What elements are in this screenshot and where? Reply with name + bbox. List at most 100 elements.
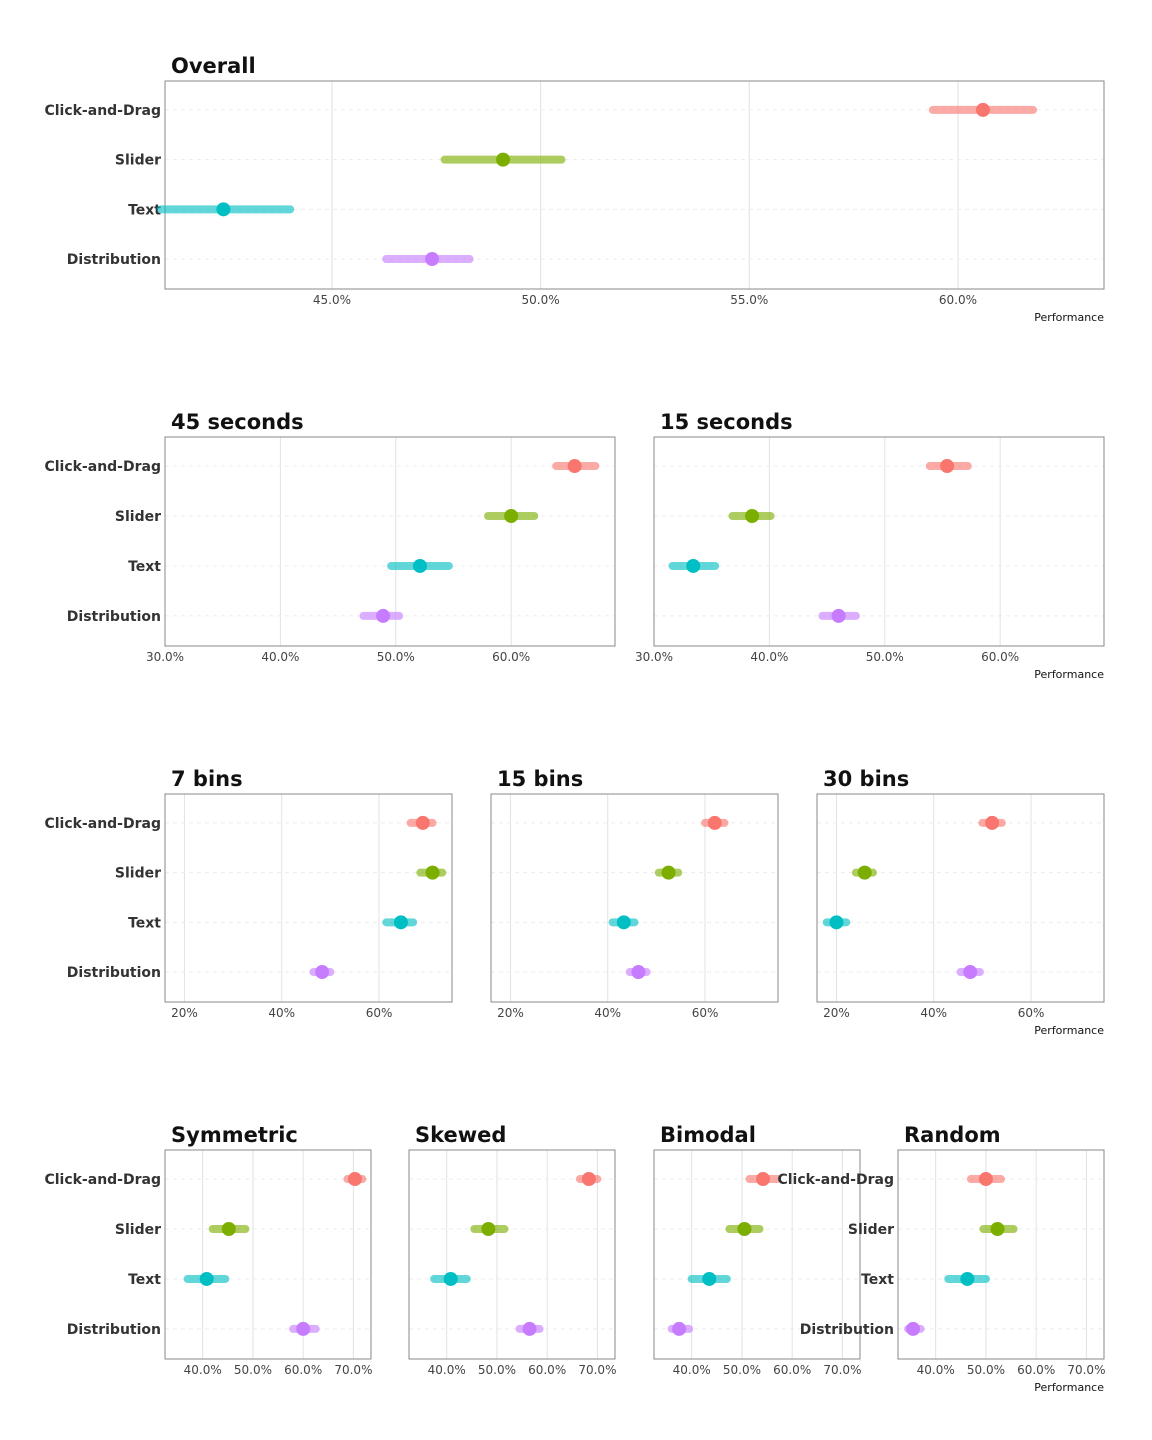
point-click-and-drag bbox=[707, 815, 722, 830]
x-tick-label: 60% bbox=[692, 1006, 719, 1020]
point-distribution bbox=[522, 1321, 537, 1336]
panel-45-seconds: 30.0% 40.0% 50.0% 60.0% Click-and-Drag Slider… bbox=[44, 410, 616, 664]
x-tick-label: 50.0% bbox=[234, 1363, 272, 1377]
category-label-slider: Slider bbox=[115, 153, 161, 169]
x-tick-label: 50.0% bbox=[866, 650, 904, 664]
point-text bbox=[616, 915, 631, 930]
panel-frame bbox=[164, 793, 453, 1003]
panel-title: 45 seconds bbox=[171, 410, 304, 434]
point-click-and-drag bbox=[940, 459, 955, 474]
x-tick-label: 40% bbox=[920, 1006, 947, 1020]
panel-15-bins: 20% 40% 60% 15 bins bbox=[490, 767, 779, 1020]
point-distribution bbox=[906, 1321, 921, 1336]
x-tick-label: 40.0% bbox=[428, 1363, 466, 1377]
category-label-distribution: Distribution bbox=[67, 965, 161, 981]
x-tick-label: 60% bbox=[1018, 1006, 1045, 1020]
x-tick-label: 50.0% bbox=[723, 1363, 761, 1377]
panel-frame bbox=[897, 1149, 1105, 1360]
point-slider bbox=[990, 1222, 1005, 1237]
panel-30-bins: 20% 40% 60% 30 bins Performance bbox=[816, 767, 1105, 1037]
x-tick-label: 30.0% bbox=[146, 650, 184, 664]
x-tick-label: 60% bbox=[366, 1006, 393, 1020]
panel-skewed: 40.0% 50.0% 60.0% 70.0% Skewed bbox=[408, 1123, 616, 1377]
category-label-click-and-drag: Click-and-Drag bbox=[44, 103, 161, 119]
point-click-and-drag bbox=[978, 1172, 993, 1187]
x-tick-label: 40.0% bbox=[184, 1363, 222, 1377]
panel-title: Bimodal bbox=[660, 1123, 756, 1147]
category-label-distribution: Distribution bbox=[67, 1322, 161, 1338]
panel-7-bins: 20% 40% 60% Click-and-Drag Slider Text Distrib… bbox=[44, 767, 453, 1020]
point-slider bbox=[857, 865, 872, 880]
category-label-text: Text bbox=[128, 915, 161, 931]
category-label-click-and-drag: Click-and-Drag bbox=[44, 1172, 161, 1188]
x-tick-label: 50.0% bbox=[522, 293, 560, 307]
point-text bbox=[686, 558, 701, 573]
point-distribution bbox=[831, 608, 846, 623]
x-axis-label: Performance bbox=[1034, 668, 1104, 681]
category-label-slider: Slider bbox=[115, 866, 161, 882]
panel-overall: 45.0% 50.0% 55.0% 60.0% Click-and-Drag Slider… bbox=[44, 54, 1105, 324]
x-tick-label: 70.0% bbox=[1067, 1363, 1105, 1377]
x-tick-label: 30.0% bbox=[635, 650, 673, 664]
point-distribution bbox=[296, 1321, 311, 1336]
point-distribution bbox=[376, 608, 391, 623]
point-distribution bbox=[425, 252, 440, 267]
x-axis-label: Performance bbox=[1034, 1381, 1104, 1394]
point-text bbox=[199, 1271, 214, 1286]
panel-title: Symmetric bbox=[171, 1123, 298, 1147]
panel-symmetric: 40.0% 50.0% 60.0% 70.0% Click-and-Drag Slider… bbox=[44, 1123, 372, 1377]
point-click-and-drag bbox=[415, 815, 430, 830]
panel-15-seconds: 30.0% 40.0% 50.0% 60.0% 15 seconds Performanc… bbox=[635, 410, 1105, 681]
panel-title: 7 bins bbox=[171, 767, 243, 791]
point-text bbox=[443, 1271, 458, 1286]
point-slider bbox=[661, 865, 676, 880]
category-label-text: Text bbox=[861, 1272, 894, 1288]
point-click-and-drag bbox=[975, 102, 990, 117]
x-tick-label: 60.0% bbox=[284, 1363, 322, 1377]
category-label-slider: Slider bbox=[115, 1222, 161, 1238]
x-tick-label: 40.0% bbox=[261, 650, 299, 664]
point-click-and-drag bbox=[581, 1172, 596, 1187]
panel-title: Skewed bbox=[415, 1123, 506, 1147]
category-label-text: Text bbox=[128, 1272, 161, 1288]
x-tick-label: 70.0% bbox=[578, 1363, 616, 1377]
x-tick-label: 55.0% bbox=[730, 293, 768, 307]
panel-frame bbox=[653, 1149, 861, 1360]
x-tick-label: 40.0% bbox=[917, 1363, 955, 1377]
x-tick-label: 50.0% bbox=[478, 1363, 516, 1377]
point-distribution bbox=[315, 965, 330, 980]
panel-frame bbox=[164, 1149, 372, 1360]
panel-frame bbox=[164, 436, 616, 647]
point-text bbox=[702, 1271, 717, 1286]
point-slider bbox=[425, 865, 440, 880]
x-tick-label: 60.0% bbox=[492, 650, 530, 664]
category-label-distribution: Distribution bbox=[67, 252, 161, 268]
x-tick-label: 60.0% bbox=[981, 650, 1019, 664]
panel-random: 40.0% 50.0% 60.0% 70.0% Click-and-Drag Slider… bbox=[777, 1123, 1105, 1394]
x-tick-label: 50.0% bbox=[377, 650, 415, 664]
point-text bbox=[216, 202, 231, 217]
x-tick-label: 20% bbox=[171, 1006, 198, 1020]
panel-frame bbox=[490, 793, 779, 1003]
panel-frame bbox=[164, 80, 1105, 290]
point-text bbox=[413, 558, 427, 573]
point-click-and-drag bbox=[985, 815, 1000, 830]
point-text bbox=[393, 915, 408, 930]
point-text bbox=[960, 1271, 975, 1286]
point-slider bbox=[221, 1222, 236, 1237]
x-tick-label: 60.0% bbox=[939, 293, 977, 307]
x-tick-label: 45.0% bbox=[313, 293, 351, 307]
panel-title: Random bbox=[904, 1123, 1001, 1147]
x-tick-label: 40% bbox=[268, 1006, 295, 1020]
point-slider bbox=[745, 509, 760, 524]
category-label-text: Text bbox=[128, 202, 161, 218]
point-slider bbox=[737, 1222, 752, 1237]
x-tick-label: 20% bbox=[497, 1006, 524, 1020]
panel-frame bbox=[408, 1149, 616, 1360]
panel-frame bbox=[816, 793, 1105, 1003]
point-slider bbox=[481, 1222, 496, 1237]
x-tick-label: 60.0% bbox=[1017, 1363, 1055, 1377]
category-label-click-and-drag: Click-and-Drag bbox=[777, 1172, 894, 1188]
category-label-distribution: Distribution bbox=[800, 1322, 894, 1338]
